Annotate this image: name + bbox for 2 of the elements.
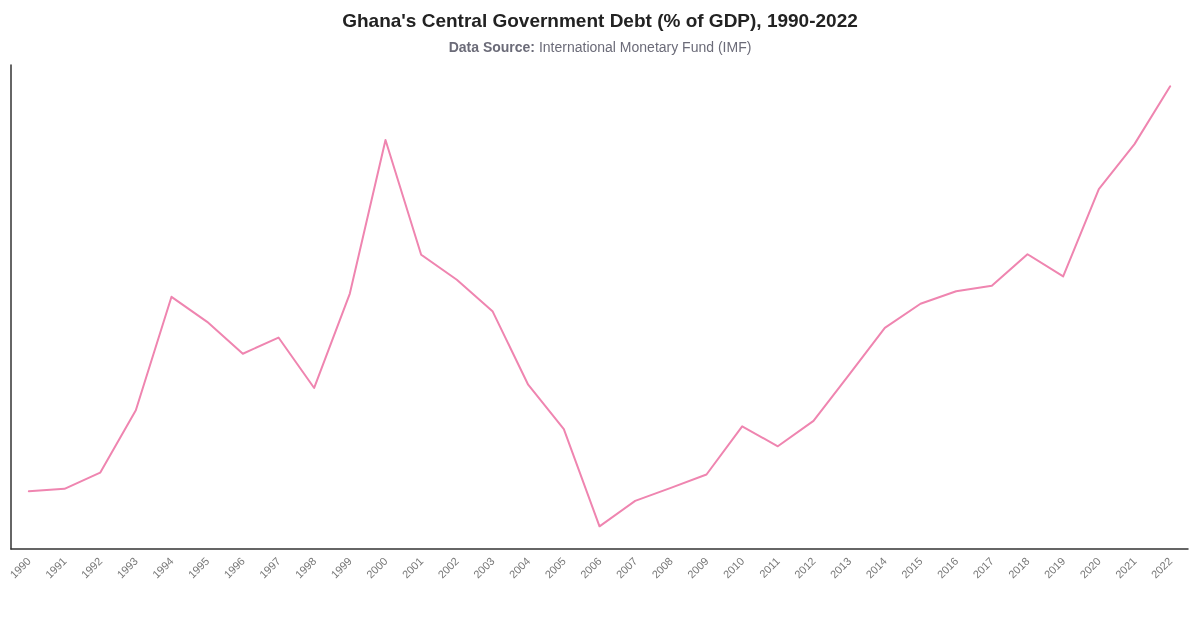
chart-subtitle: Data Source: International Monetary Fund (IMF): [448, 39, 752, 55]
chart-title: Ghana's Central Government Debt (% of GDP), 1990-2022: [342, 10, 858, 31]
